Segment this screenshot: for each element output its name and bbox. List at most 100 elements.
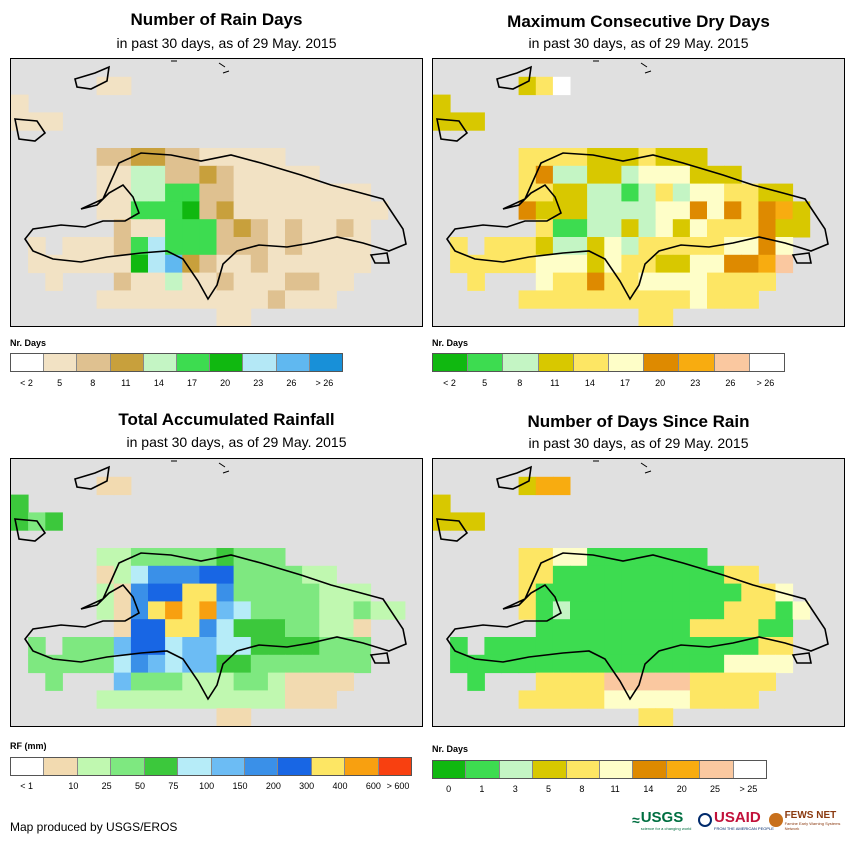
grid-cell xyxy=(319,637,337,656)
grid-cell xyxy=(216,201,235,220)
coastline xyxy=(446,152,829,301)
legend-label: 26 xyxy=(725,378,736,388)
grid-cell xyxy=(741,183,759,202)
legend-swatch xyxy=(111,758,145,775)
grid-cell xyxy=(96,654,115,674)
panel-subtitle: in past 30 days, as of 29 May. 2015 xyxy=(116,35,337,51)
coastline xyxy=(496,465,532,490)
grid-cell xyxy=(604,565,622,585)
grid-cell xyxy=(199,165,217,185)
grid-cell xyxy=(182,637,200,656)
grid-cell xyxy=(302,637,320,656)
grid-cell xyxy=(130,690,149,709)
grid-cell xyxy=(587,548,605,567)
grid-cell xyxy=(62,654,80,674)
grid-cell xyxy=(319,654,337,674)
legend-swatch xyxy=(278,758,312,775)
legend-label: 50 xyxy=(134,781,146,791)
grid-cell xyxy=(96,565,115,585)
grid-cell xyxy=(518,201,537,220)
grid-cell xyxy=(724,637,742,656)
legend-swatch xyxy=(77,354,111,371)
grid-cell xyxy=(604,690,622,709)
grid-cell xyxy=(285,619,303,638)
grid-cell xyxy=(130,654,149,674)
grid-cell xyxy=(182,601,200,620)
grid-cell xyxy=(758,201,776,220)
grid-cell xyxy=(285,601,303,620)
grid-cell xyxy=(741,690,759,709)
grid-cell xyxy=(319,201,337,220)
grid-cell xyxy=(672,219,691,238)
legend-swatch xyxy=(538,354,574,371)
grid-cell xyxy=(113,237,132,256)
legend-label: 200 xyxy=(265,781,281,791)
grid-cell xyxy=(250,148,269,167)
grid-cell xyxy=(96,690,115,709)
legend-label: 1 xyxy=(479,784,485,794)
legend-swatch xyxy=(210,354,244,371)
grid-cell xyxy=(319,290,337,309)
grid-cell xyxy=(199,237,217,256)
grid-cell xyxy=(672,290,691,309)
grid-cell xyxy=(267,654,286,674)
grid-cell xyxy=(484,237,502,256)
grid-cell xyxy=(148,654,166,674)
grid-cell xyxy=(267,254,286,274)
grid-cell xyxy=(182,654,200,674)
grid-cell xyxy=(113,637,132,656)
grid-cell xyxy=(655,165,674,185)
grid-cell xyxy=(216,565,235,585)
legend-label: > 25 xyxy=(739,784,758,794)
grid-cell xyxy=(724,290,742,309)
grid-cell xyxy=(96,165,115,185)
legend-label: > 26 xyxy=(315,378,334,388)
grid-cell xyxy=(336,672,354,691)
legend-label: 11 xyxy=(550,378,560,388)
grid-cell xyxy=(113,619,132,638)
grid-cell xyxy=(216,165,235,185)
grid-cell xyxy=(353,219,372,238)
grid-cell xyxy=(130,637,149,656)
grid-cell xyxy=(587,183,605,202)
grid-cell xyxy=(96,254,115,274)
grid-cell xyxy=(267,148,286,167)
dry-days-map xyxy=(432,58,845,327)
legend-title: RF (mm) xyxy=(10,741,47,751)
grid-cell xyxy=(199,583,217,602)
grid-cell xyxy=(518,601,537,620)
grid-cell xyxy=(758,619,776,638)
grid-cell xyxy=(250,272,269,291)
grid-cell xyxy=(250,654,269,674)
grid-cell xyxy=(336,619,354,638)
grid-cell xyxy=(216,601,235,620)
grid-cell xyxy=(741,219,759,238)
grid-cell xyxy=(28,654,46,674)
grid-cell xyxy=(233,219,252,238)
rainfall-map xyxy=(10,458,423,727)
legend-swatch xyxy=(44,758,78,775)
grid-cell xyxy=(570,690,588,709)
legend-swatch xyxy=(309,354,343,371)
grid-cell xyxy=(621,637,639,656)
coastline xyxy=(171,60,230,74)
grid-cell xyxy=(319,672,337,691)
grid-cell xyxy=(792,219,811,238)
grid-cell xyxy=(604,637,622,656)
grid-cell xyxy=(96,148,115,167)
grid-cell xyxy=(96,76,115,96)
grid-cell xyxy=(96,290,115,309)
grid-cell xyxy=(689,290,708,309)
grid-cell xyxy=(182,272,200,291)
grid-cell xyxy=(96,601,115,620)
grid-cell xyxy=(148,601,166,620)
grid-cell xyxy=(250,565,269,585)
grid-cell xyxy=(724,219,742,238)
legend-swatch xyxy=(11,354,45,371)
grid-cell xyxy=(535,76,554,96)
grid-cell xyxy=(518,548,537,567)
panel-subtitle: in past 30 days, as of 29 May. 2015 xyxy=(126,434,347,450)
grid-cell xyxy=(130,565,149,585)
grid-cell xyxy=(353,619,372,638)
coastline xyxy=(369,652,390,664)
